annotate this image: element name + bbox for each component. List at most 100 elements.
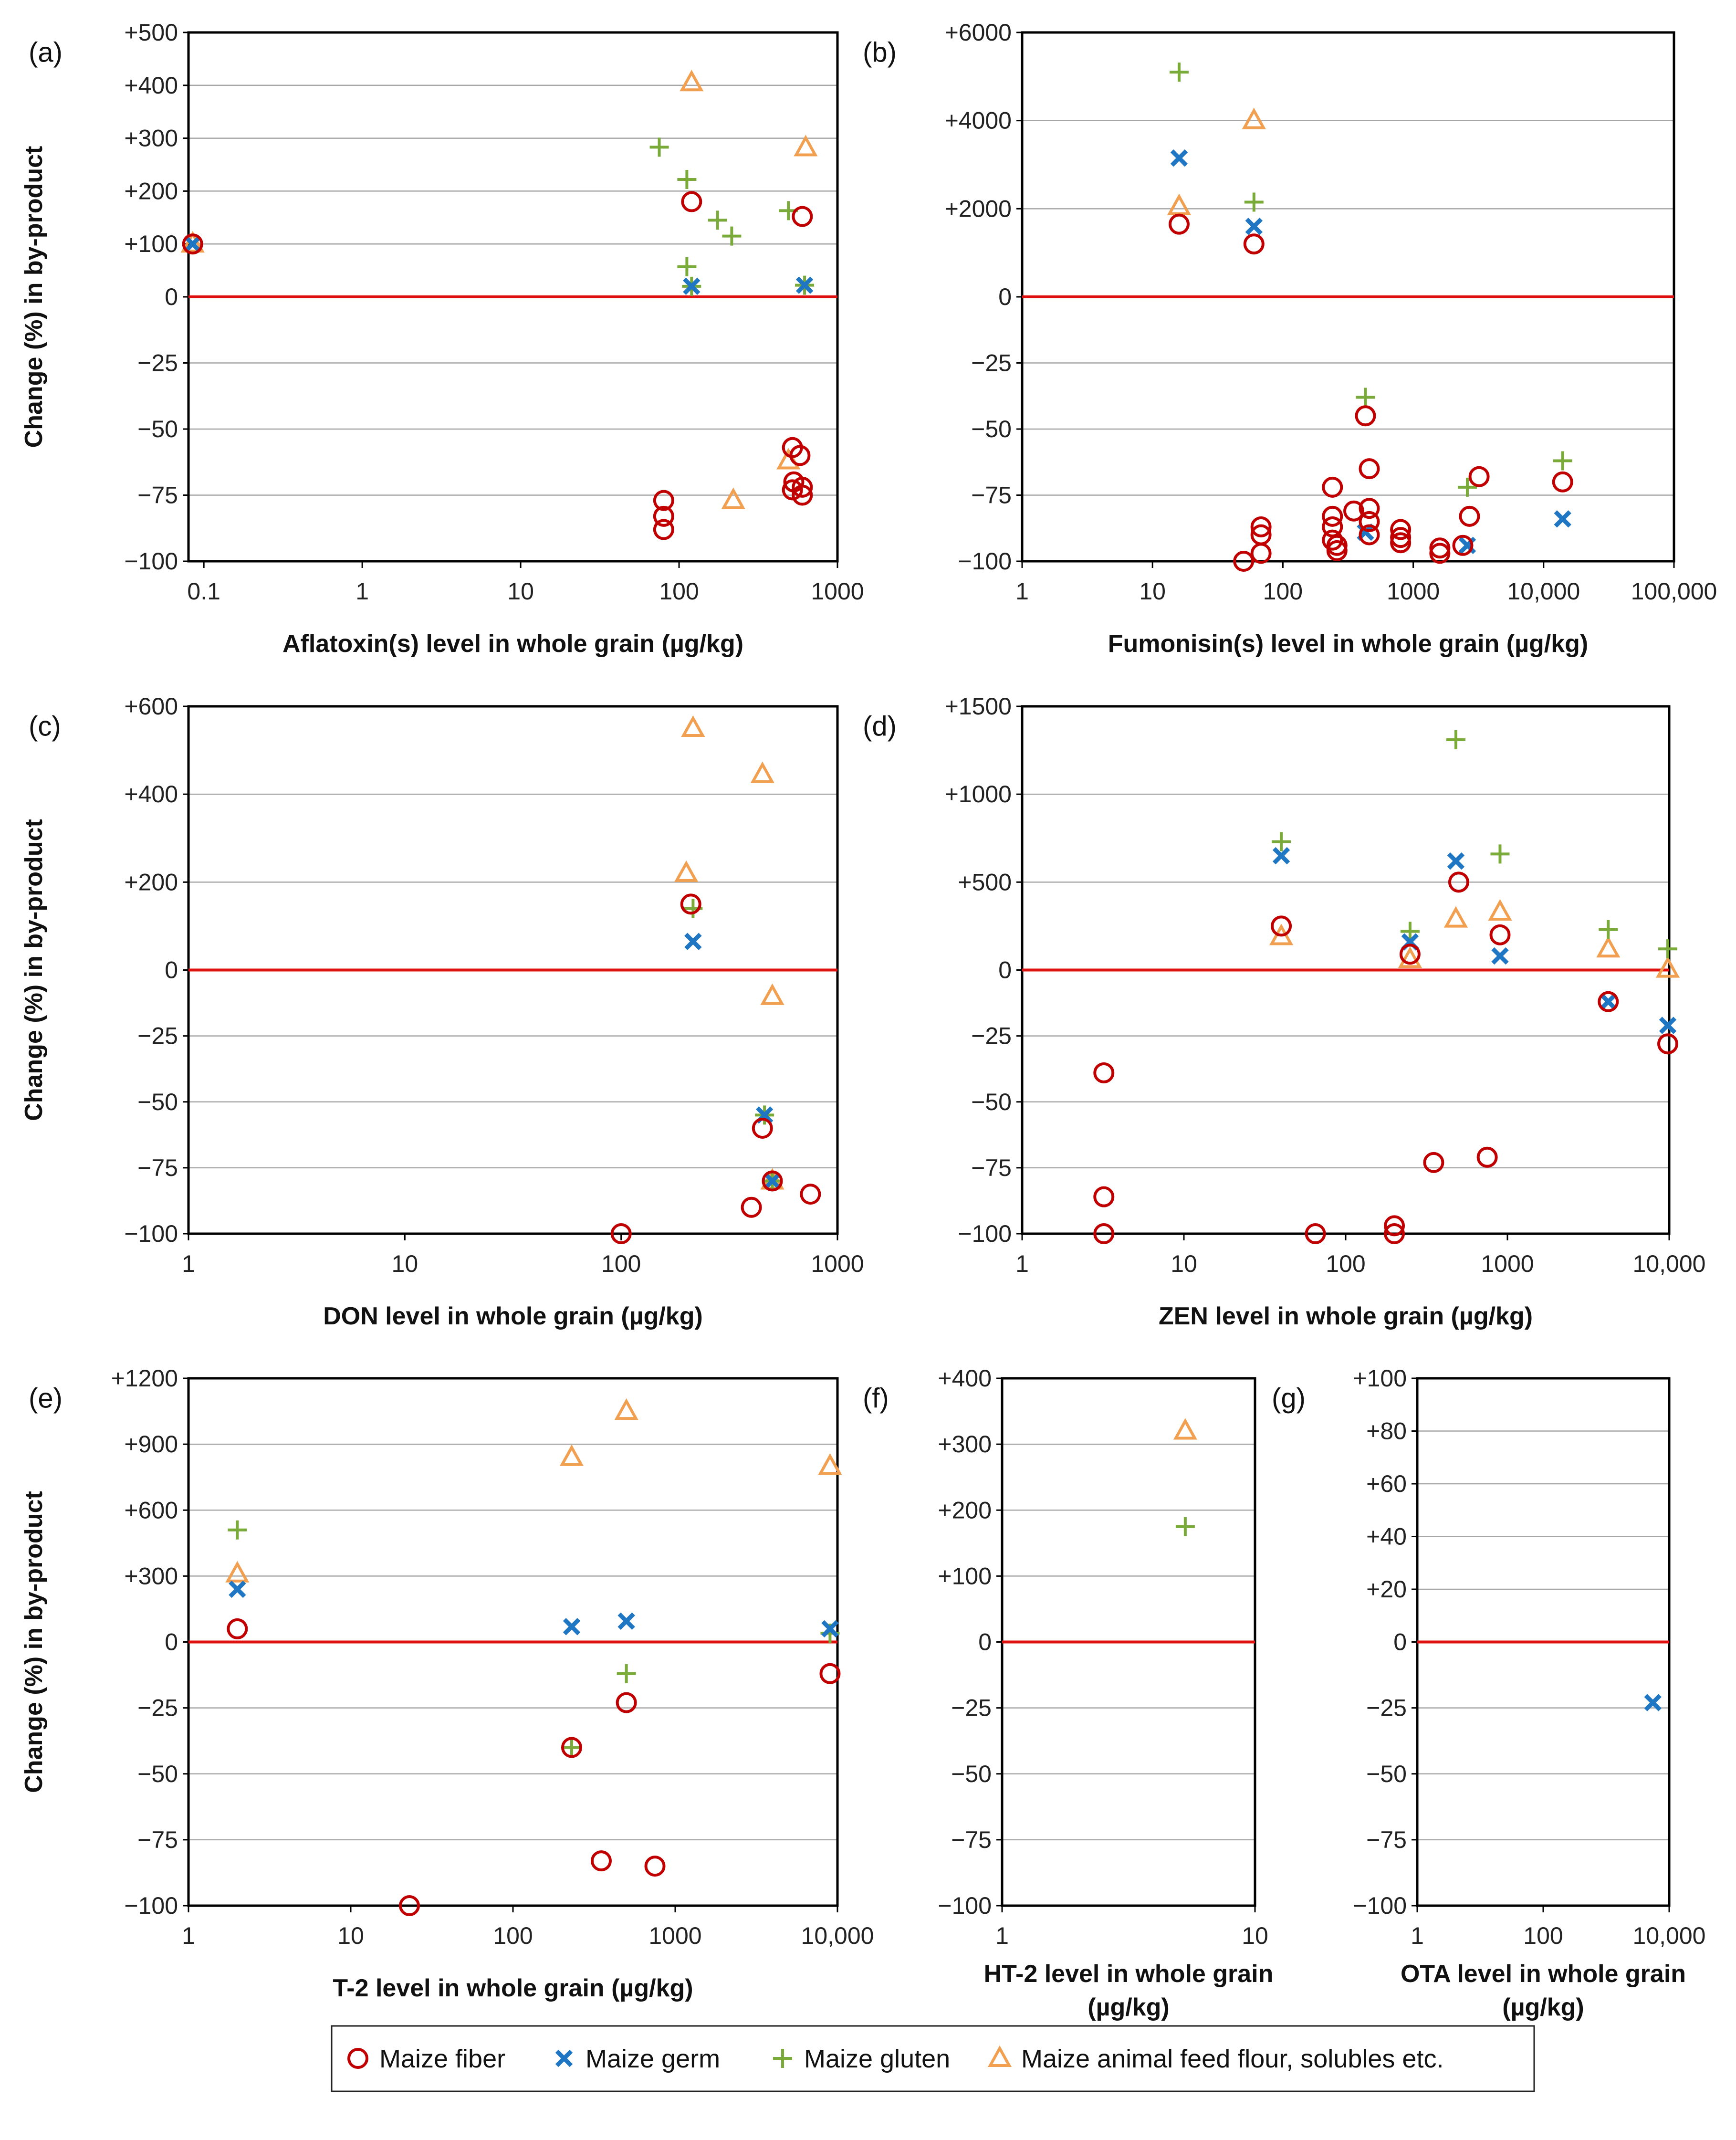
triangle-marker: [681, 715, 705, 737]
triangle-marker: [680, 70, 704, 92]
x-axis-label-line: OTA level in whole grain: [1401, 1960, 1686, 1988]
data-point-fiber: [1093, 1223, 1115, 1244]
circle-marker: [782, 479, 803, 501]
x-tick-label: 100: [659, 578, 699, 605]
series-feed: [1269, 899, 1680, 978]
data-point-fiber: [1322, 476, 1343, 498]
x-axis-label-line: HT-2 level in whole grain: [984, 1960, 1274, 1988]
x-tick-label: 10: [1171, 1250, 1197, 1277]
panel-label: (d): [863, 711, 897, 742]
series-germ: [229, 1580, 839, 1638]
circle-marker: [1243, 233, 1265, 255]
x-tick-label: 1: [182, 1922, 195, 1949]
data-point-fiber: [1322, 529, 1343, 551]
circle-marker: [1384, 1223, 1405, 1244]
y-tick-label: +500: [124, 19, 178, 46]
x-marker-stroke: [555, 2049, 573, 2067]
circle-marker: [182, 233, 203, 255]
y-tick-label: −25: [971, 1023, 1012, 1049]
y-tick-label: −75: [951, 1826, 992, 1853]
circle-marker: [1598, 991, 1619, 1012]
x-tick-label: 100: [601, 1250, 641, 1277]
data-point-fiber: [680, 893, 701, 915]
data-point-fiber: [1423, 1152, 1444, 1173]
x-axis-label: Aflatoxin(s) level in whole grain (µg/kg…: [282, 630, 743, 658]
x-marker-stroke: [1600, 993, 1617, 1010]
data-point-feed: [794, 135, 818, 157]
circle-marker: [1657, 1033, 1679, 1055]
x-tick-label: 1: [356, 578, 369, 605]
circle-marker: [1093, 1223, 1115, 1244]
data-point-germ: [1272, 847, 1290, 865]
panel-label: (c): [29, 711, 61, 742]
data-point-feed: [1242, 107, 1266, 129]
data-point-feed: [721, 487, 745, 509]
circle-marker: [610, 1223, 632, 1244]
x-marker-stroke: [1659, 1017, 1677, 1034]
panel-label: (g): [1272, 1383, 1306, 1414]
series-germ: [1644, 1694, 1662, 1711]
x-tick-label: 10: [337, 1922, 364, 1949]
data-point-feed: [674, 860, 699, 882]
x-axis-label: HT-2 level in whole grain (µg/kg): [984, 1960, 1274, 2021]
data-point-gluten: [1169, 63, 1189, 82]
x-marker-stroke: [795, 276, 814, 294]
y-tick-label: −75: [137, 1826, 178, 1853]
x-axis-label: DON level in whole grain (µg/kg): [323, 1302, 703, 1330]
triangle-marker: [776, 448, 801, 470]
data-point-fiber: [1598, 991, 1619, 1012]
x-axis-label-line: (µg/kg): [1088, 1993, 1170, 2021]
circle-marker: [1452, 535, 1474, 556]
y-tick-label: +100: [124, 231, 178, 257]
y-tick-label: −50: [951, 1761, 992, 1787]
y-tick-label: +100: [1353, 1365, 1407, 1392]
y-tick-label: +300: [938, 1431, 992, 1458]
legend-item-gluten: Maize gluten: [773, 2045, 950, 2073]
legend-item-fiber: Maize fiber: [347, 2045, 505, 2073]
y-tick-label: +500: [958, 869, 1012, 895]
data-point-fiber: [644, 1856, 666, 1877]
panel-a: 0 +100 +200 +300 +400 +500 −25 −50 −75 −100 0.1 1 10…: [20, 19, 864, 658]
series-fiber: [1168, 213, 1573, 572]
data-point-germ: [1659, 1017, 1677, 1034]
circle-marker: [1250, 543, 1272, 564]
data-point-fiber: [653, 505, 674, 527]
panel-label: (a): [29, 37, 63, 68]
y-tick-label: +20: [1366, 1576, 1407, 1603]
data-point-gluten: [1457, 477, 1477, 497]
x-tick-label: 1000: [648, 1922, 701, 1949]
circle-marker: [1489, 924, 1511, 945]
series-feed: [1173, 1418, 1197, 1440]
y-tick-label: −100: [124, 548, 178, 575]
y-tick-label: −25: [971, 350, 1012, 377]
data-point-fiber: [762, 1170, 783, 1192]
circle-marker: [1093, 1186, 1115, 1207]
y-tick-label: +6000: [945, 19, 1012, 46]
circle-marker: [1093, 1062, 1115, 1083]
data-point-gluten: [617, 1664, 636, 1683]
circle-marker: [741, 1196, 762, 1218]
y-tick-label: −75: [971, 1154, 1012, 1181]
triangle-marker: [1167, 193, 1192, 215]
y-tick-label: +40: [1366, 1523, 1407, 1550]
legend-marker-germ: [555, 2049, 573, 2067]
x-axis-label-line: (µg/kg): [1502, 1993, 1584, 2021]
panel-label: (e): [29, 1383, 63, 1414]
circle-marker: [1271, 915, 1292, 937]
triangle-marker: [987, 2045, 1012, 2067]
triangle-marker: [721, 487, 745, 509]
circle-marker: [1359, 458, 1380, 480]
x-tick-label: 10,000: [1507, 578, 1580, 605]
triangle-marker: [614, 1398, 638, 1420]
y-axis-label: Change (%) in by-product: [20, 146, 48, 448]
x-tick-label: 1: [1015, 578, 1029, 605]
circle-marker: [644, 1856, 666, 1877]
data-point-feed: [680, 70, 704, 92]
y-tick-label: −50: [137, 1089, 178, 1115]
data-point-fiber: [1343, 500, 1365, 522]
data-point-fiber: [1452, 535, 1474, 556]
